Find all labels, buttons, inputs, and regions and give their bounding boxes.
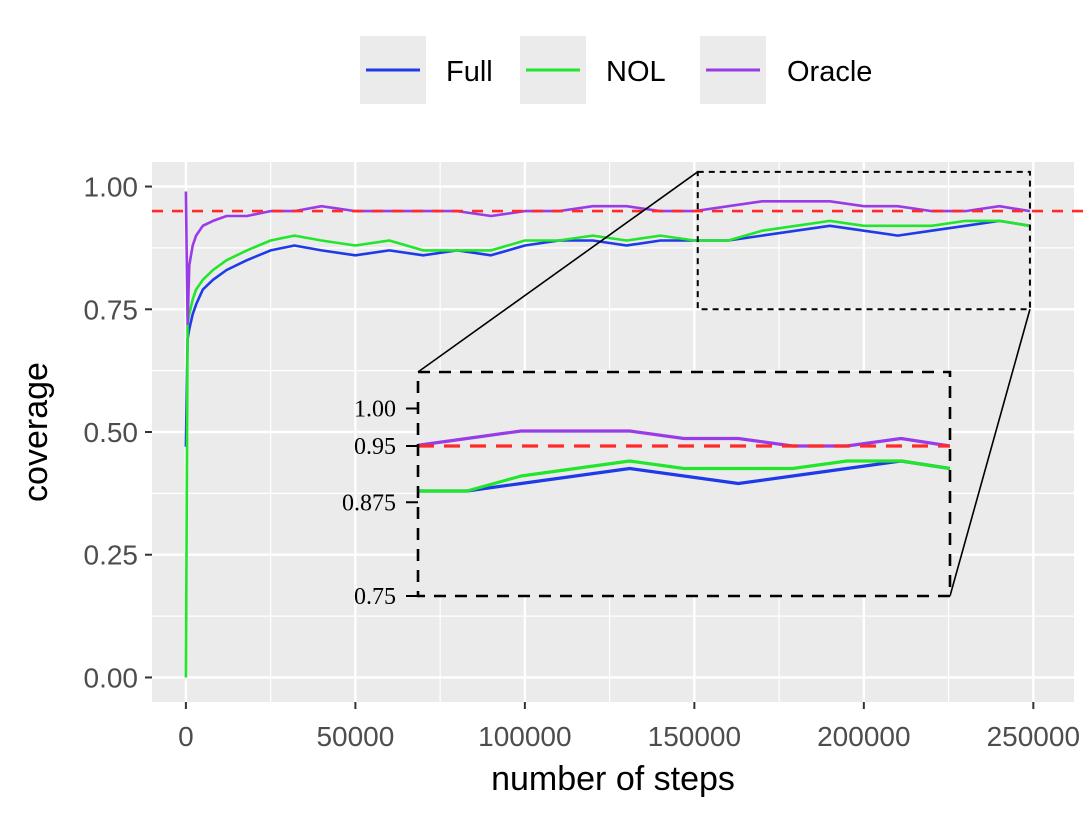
- series-line-nol: [184, 219, 1031, 678]
- inset-y-tick-label: 0.875: [342, 490, 396, 516]
- zoom-connectors: [417, 171, 1031, 597]
- inset-y-tick-label: 0.75: [354, 584, 396, 610]
- inset-zoom: 1.00 0.95 0.875 0.75: [342, 370, 952, 610]
- y-tick-label: 0.00: [84, 662, 139, 693]
- y-axis-ticks: 0.00 0.25 0.50 0.75 1.00: [84, 172, 152, 693]
- connector-top: [417, 171, 699, 373]
- x-axis-ticks: 0 50000 100000 150000 200000 250000: [178, 702, 1080, 752]
- inset-y-tick-label: 1.00: [354, 397, 396, 423]
- inset-y-tick-label: 0.95: [354, 434, 396, 460]
- zoom-region-box: [696, 170, 1031, 311]
- inset-series-layer: [418, 429, 950, 493]
- x-tick-label: 200000: [817, 721, 910, 752]
- legend-label-oracle: Oracle: [787, 56, 872, 88]
- legend-label-full: Full: [446, 56, 493, 88]
- y-axis-title: coverage: [17, 362, 55, 502]
- x-tick-label: 250000: [987, 721, 1080, 752]
- x-axis-title: number of steps: [491, 760, 735, 798]
- series-layer: [184, 191, 1031, 678]
- inset-line-nol: [418, 459, 950, 493]
- y-tick-label: 0.25: [84, 540, 139, 571]
- legend: Full NOL Oracle: [360, 36, 872, 104]
- x-tick-label: 50000: [316, 721, 394, 752]
- x-tick-label: 100000: [478, 721, 571, 752]
- inset-line-oracle: [418, 429, 950, 448]
- x-tick-label: 150000: [648, 721, 741, 752]
- connector-bottom: [949, 309, 1031, 597]
- y-tick-label: 0.50: [84, 417, 139, 448]
- series-line-full: [184, 219, 1031, 447]
- x-tick-label: 0: [178, 721, 194, 752]
- y-tick-label: 1.00: [84, 172, 139, 203]
- series-line-oracle: [184, 191, 1031, 326]
- legend-label-nol: NOL: [606, 56, 666, 88]
- y-tick-label: 0.75: [84, 294, 139, 325]
- zoom-region: [696, 170, 1031, 311]
